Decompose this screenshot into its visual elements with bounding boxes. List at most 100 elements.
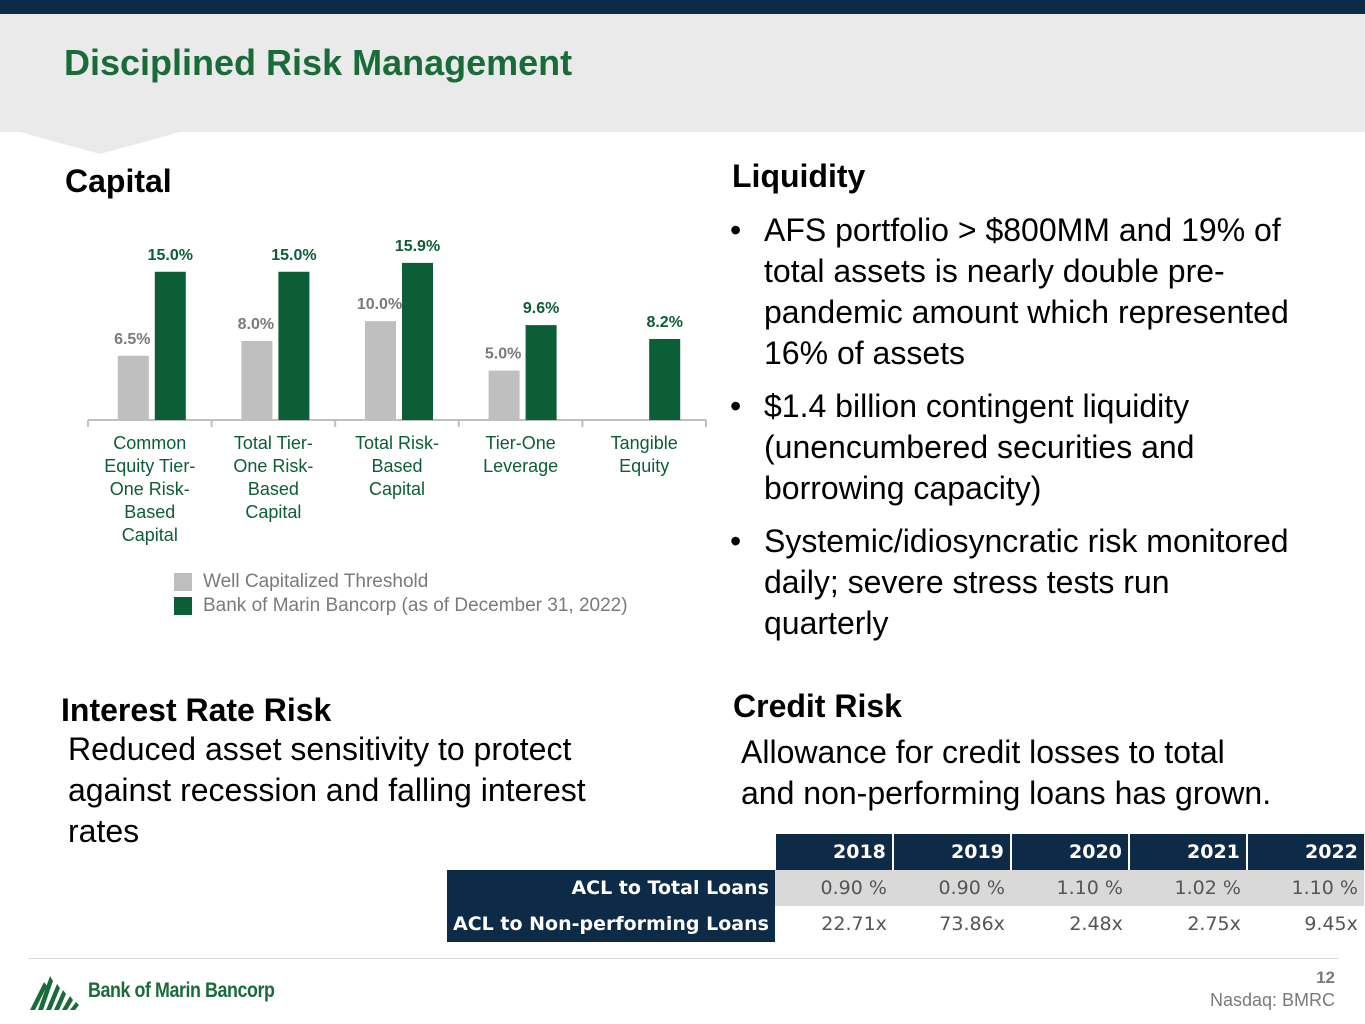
category-label: Capital [122,525,178,545]
liquidity-bullets: • AFS portfolio > $800MM and 19% of tota… [730,210,1350,656]
table-cell: 1.10 % [1246,870,1364,906]
legend-swatch-threshold [174,573,192,591]
table-cell: 2.48x [1069,913,1123,935]
category-label: Capital [245,502,301,522]
bar-bank [525,325,557,420]
category-label: Tier-One [485,433,555,453]
bar-bank [154,271,186,420]
legend-item-bank: Bank of Marin Bancorp (as of December 31… [174,594,628,618]
category-label: Equity [619,456,669,476]
liquidity-bullet: • $1.4 billion contingent liquidity (une… [730,386,1350,509]
company-logo: Bank of Marin Bancorp [30,972,307,1010]
year-header: 2021 [1127,834,1247,870]
data-label-threshold: 8.0% [238,316,274,333]
data-label-threshold: 10.0% [357,296,402,313]
bullet-line: daily; severe stress tests run [764,564,1170,600]
page-title: Disciplined Risk Management [64,42,573,83]
bullet-dot: • [730,388,742,424]
liquidity-bullet: • Systemic/idiosyncratic risk monitored … [730,521,1350,644]
bar-threshold [241,340,273,420]
legend-label-bank: Bank of Marin Bancorp (as of December 31… [203,595,628,616]
bullet-line: borrowing capacity) [764,470,1042,506]
bar-bank [402,262,433,420]
category-label: One Risk- [233,456,313,476]
bullet-text: $1.4 billion contingent liquidity (unenc… [764,386,1194,509]
header-notch [20,132,180,154]
interest-rate-text: Reduced asset sensitivity to protect aga… [68,729,586,852]
capital-chart: 6.5% 15.0% Common Equity Tier- One Risk- Base… [80,235,720,565]
ticker: Nasdaq: BMRC [1209,990,1335,1010]
bullet-line: pandemic amount which represented [764,294,1289,330]
category-label: Capital [369,479,425,499]
row-label: ACL to Total Loans [447,870,775,906]
data-label-bank: 8.2% [646,314,682,331]
table-corner [447,834,775,870]
liquidity-heading: Liquidity [732,158,866,194]
bullet-dot: • [730,523,742,559]
footer-divider [28,958,1338,959]
table-row: ACL to Non-performing Loans 22.71x 73.86… [447,906,1364,942]
bar-threshold [488,370,520,420]
bar-threshold [365,321,396,420]
legend-label-threshold: Well Capitalized Threshold [203,571,429,592]
category-label: Based [248,479,299,499]
row-label: ACL to Non-performing Loans [447,906,775,942]
data-label-bank: 15.0% [148,247,193,264]
data-label-bank: 15.9% [395,238,440,255]
bullet-line: AFS portfolio > $800MM and 19% of [764,212,1281,248]
text-line: Allowance for credit losses to total [741,734,1225,770]
category-label: Leverage [483,456,558,476]
data-label-threshold: 5.0% [485,346,521,363]
bullet-line: (unencumbered securities and [764,429,1195,465]
category-label: Common [113,433,186,453]
category-label: Total Tier- [234,433,313,453]
data-label-threshold: 6.5% [114,331,150,348]
bullet-line: Systemic/idiosyncratic risk monitored [764,523,1289,559]
legend-swatch-bank [174,597,192,615]
page-number: 12 [1316,968,1335,987]
year-header: 2020 [1009,834,1129,870]
header-band [0,14,1365,132]
bullet-text: AFS portfolio > $800MM and 19% of total … [764,210,1289,374]
table-cell: 1.10 % [1010,870,1129,906]
table-cell: 22.71x [821,913,887,935]
category-label: Tangible [611,433,678,453]
table-cell: 0.90 % [892,870,1011,906]
data-label-bank: 9.6% [523,300,559,317]
text-line: and non-performing loans has grown. [741,775,1272,811]
chart-legend: Well Capitalized Threshold Bank of Marin… [174,570,628,618]
table-header-row: 2018 2019 2020 2021 2022 [447,834,1364,870]
text-line: against recession and falling interest [68,772,586,808]
bullet-line: $1.4 billion contingent liquidity [764,388,1190,424]
capital-heading: Capital [65,163,172,199]
bar-bank [649,338,681,420]
year-header: 2022 [1245,834,1364,870]
text-line: Reduced asset sensitivity to protect [68,731,572,767]
bullet-line: quarterly [764,605,889,641]
category-label: Based [124,502,175,522]
category-label: One Risk- [110,479,190,499]
bullet-line: 16% of assets [764,335,965,371]
category-label: Total Risk- [355,433,439,453]
liquidity-bullet: • AFS portfolio > $800MM and 19% of tota… [730,210,1350,374]
bar-bank [278,271,310,420]
table-cell: 1.02 % [1128,870,1247,906]
capital-chart-svg: 6.5% 15.0% Common Equity Tier- One Risk- Base… [87,238,707,545]
table-cell: 0.90 % [774,870,893,906]
tree-logo-icon [30,976,79,1010]
category-label: Based [371,456,422,476]
logo-text: Bank of Marin Bancorp [88,979,275,1002]
table-row: ACL to Total Loans 0.90 % 0.90 % 1.10 % … [447,870,1364,906]
category-label: Equity Tier- [104,456,195,476]
bar-threshold [117,355,149,420]
acl-table: 2018 2019 2020 2021 2022 ACL to Total Lo… [447,834,1364,942]
table-cell: 2.75x [1187,913,1241,935]
top-bar [0,0,1365,14]
credit-risk-text: Allowance for credit losses to total and… [741,732,1271,814]
table-cell: 9.45x [1304,913,1358,935]
bullet-text: Systemic/idiosyncratic risk monitored da… [764,521,1289,644]
year-header: 2018 [773,834,893,870]
credit-risk-heading: Credit Risk [733,688,902,724]
year-header: 2019 [891,834,1011,870]
legend-item-threshold: Well Capitalized Threshold [174,570,628,594]
